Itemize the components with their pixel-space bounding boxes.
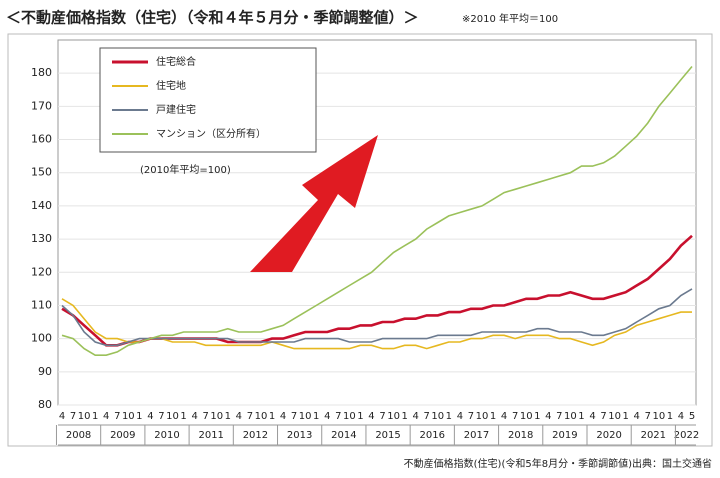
x-tick-label: 1: [313, 411, 319, 422]
y-tick-label: 130: [31, 232, 52, 245]
legend-box: [99, 47, 317, 153]
legend-label: 住宅総合: [156, 55, 196, 68]
y-tick-label: 160: [31, 133, 52, 146]
x-tick-label: 10: [166, 411, 179, 422]
x-tick-label: 7: [335, 411, 341, 422]
y-tick-label: 150: [31, 166, 52, 179]
trend-arrow: [250, 135, 378, 272]
x-tick-label: 1: [534, 411, 540, 422]
series-line: [61, 288, 693, 347]
x-tick-label: 4: [501, 411, 507, 422]
x-tick-label: 1: [92, 411, 98, 422]
x-tick-label: 5: [689, 411, 695, 422]
x-tick-label: 4: [191, 411, 197, 422]
legend-label: 住宅地: [156, 79, 186, 92]
x-tick-label: 1: [578, 411, 584, 422]
x-tick-label: 1: [667, 411, 673, 422]
x-tick-label: 10: [210, 411, 223, 422]
subtitle: ※2010 年平均＝100: [462, 12, 558, 25]
y-tick-label: 80: [38, 398, 52, 411]
year-label: 2017: [464, 430, 489, 441]
year-label: 2018: [508, 430, 533, 441]
year-label: 2010: [154, 430, 179, 441]
x-tick-label: 4: [324, 411, 330, 422]
x-tick-label: 1: [357, 411, 363, 422]
x-tick-label: 4: [147, 411, 153, 422]
x-tick-label: 4: [457, 411, 463, 422]
year-label: 2011: [198, 430, 223, 441]
x-tick-label: 7: [556, 411, 562, 422]
x-tick-label: 7: [202, 411, 208, 422]
source: 不動産価格指数(住宅)(令和5年8月分・季節調節値)出典：国土交通省: [404, 457, 712, 470]
year-label: 2019: [552, 430, 577, 441]
x-tick-label: 7: [291, 411, 297, 422]
x-tick-label: 10: [343, 411, 356, 422]
x-tick-label: 4: [589, 411, 595, 422]
x-tick-label: 1: [490, 411, 496, 422]
annotation: (2010年平均=100): [140, 163, 231, 176]
x-tick-label: 10: [431, 411, 444, 422]
x-tick-label: 10: [299, 411, 312, 422]
x-tick-label: 4: [634, 411, 640, 422]
x-tick-label: 7: [512, 411, 518, 422]
legend-label: 戸建住宅: [156, 103, 196, 116]
x-tick-label: 1: [622, 411, 628, 422]
x-tick-label: 4: [368, 411, 374, 422]
year-label: 2022: [674, 430, 699, 441]
x-tick-label: 7: [468, 411, 474, 422]
y-tick-label: 180: [31, 66, 52, 79]
x-tick-label: 1: [180, 411, 186, 422]
year-label: 2015: [375, 430, 400, 441]
x-tick-label: 1: [269, 411, 275, 422]
y-tick-label: 170: [31, 99, 52, 112]
x-tick-label: 1: [401, 411, 407, 422]
year-label: 2013: [287, 430, 312, 441]
year-label: 2020: [596, 430, 621, 441]
x-tick-label: 7: [247, 411, 253, 422]
x-tick-label: 7: [424, 411, 430, 422]
x-tick-label: 4: [678, 411, 684, 422]
x-tick-label: 10: [564, 411, 577, 422]
x-tick-label: 4: [236, 411, 242, 422]
x-tick-label: 7: [379, 411, 385, 422]
year-label: 2014: [331, 430, 356, 441]
x-tick-label: 10: [608, 411, 621, 422]
chart-title: ＜不動産価格指数（住宅）（令和４年５月分・季節調整値）＞: [6, 9, 419, 27]
x-tick-label: 10: [78, 411, 91, 422]
x-tick-label: 10: [387, 411, 400, 422]
year-label: 2021: [641, 430, 666, 441]
x-tick-label: 1: [225, 411, 231, 422]
legend-label: マンション（区分所有）: [156, 127, 266, 140]
year-label: 2016: [420, 430, 445, 441]
y-tick-label: 110: [31, 298, 52, 311]
x-tick-label: 10: [652, 411, 665, 422]
x-tick-label: 7: [114, 411, 120, 422]
year-label: 2009: [110, 430, 135, 441]
x-tick-label: 10: [520, 411, 533, 422]
x-tick-label: 1: [446, 411, 452, 422]
year-label: 2012: [243, 430, 268, 441]
x-tick-label: 4: [103, 411, 109, 422]
x-tick-label: 4: [59, 411, 65, 422]
series-line: [61, 298, 692, 350]
x-tick-label: 10: [255, 411, 268, 422]
y-tick-label: 100: [31, 332, 52, 345]
y-tick-label: 120: [31, 265, 52, 278]
x-tick-label: 7: [158, 411, 164, 422]
x-tick-label: 1: [136, 411, 142, 422]
x-tick-label: 4: [280, 411, 286, 422]
y-tick-label: 140: [31, 199, 52, 212]
year-label: 2008: [66, 430, 91, 441]
y-tick-label: 90: [38, 365, 52, 378]
x-tick-label: 4: [412, 411, 418, 422]
series-line: [61, 65, 693, 356]
x-tick-label: 4: [545, 411, 551, 422]
x-tick-label: 10: [476, 411, 489, 422]
x-tick-label: 7: [645, 411, 651, 422]
x-tick-label: 7: [600, 411, 606, 422]
x-tick-label: 10: [122, 411, 135, 422]
x-tick-label: 7: [70, 411, 76, 422]
